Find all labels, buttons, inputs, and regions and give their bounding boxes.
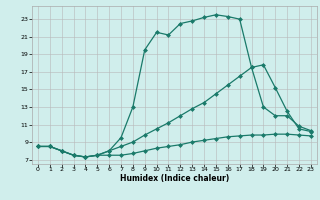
X-axis label: Humidex (Indice chaleur): Humidex (Indice chaleur)	[120, 174, 229, 183]
